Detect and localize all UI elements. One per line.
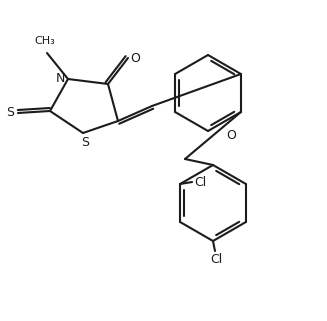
- Text: O: O: [226, 129, 236, 142]
- Text: CH₃: CH₃: [35, 36, 55, 46]
- Text: Cl: Cl: [194, 176, 206, 188]
- Text: O: O: [130, 51, 140, 65]
- Text: S: S: [6, 107, 14, 119]
- Text: Cl: Cl: [210, 253, 222, 266]
- Text: S: S: [81, 135, 89, 149]
- Text: N: N: [55, 73, 65, 85]
